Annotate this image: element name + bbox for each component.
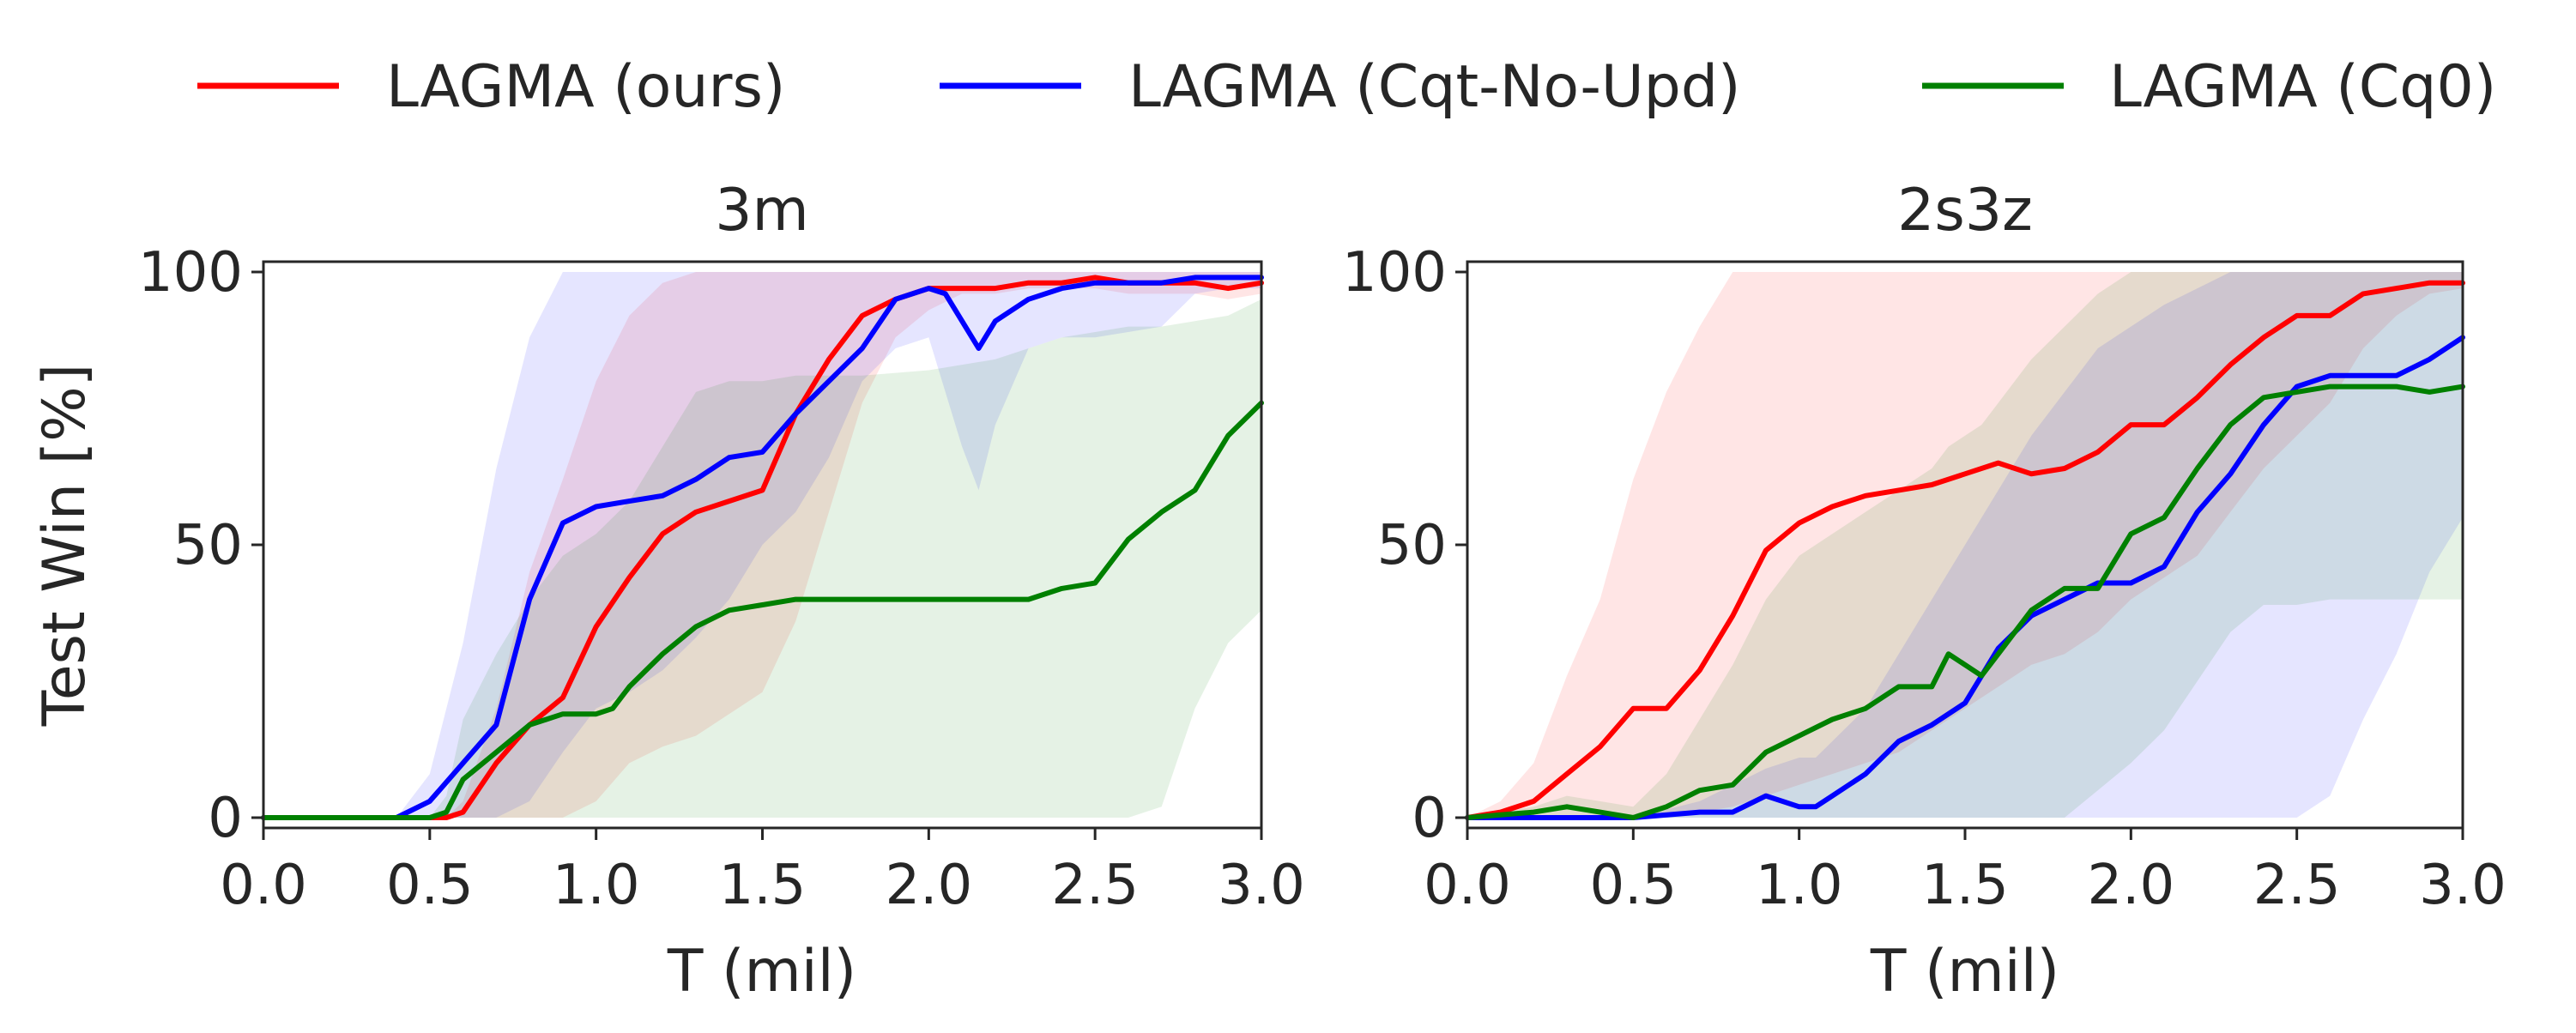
y-tick-label-2s3z-1: 50 bbox=[1377, 514, 1447, 577]
x-tick-label-3m-2: 1.0 bbox=[553, 854, 640, 917]
legend-entry-ours: LAGMA (ours) bbox=[197, 53, 785, 121]
legend-label-ours: LAGMA (ours) bbox=[386, 53, 785, 121]
series-line-2s3z-2 bbox=[1465, 384, 2465, 820]
x-tick-label-3m-6: 3.0 bbox=[1218, 854, 1305, 917]
legend: LAGMA (ours) LAGMA (Cqt-No-Upd) LAGMA (C… bbox=[197, 53, 2496, 121]
y-tick-label-3m-1: 50 bbox=[173, 514, 243, 577]
band-3m-1 bbox=[263, 272, 1261, 818]
series-line-3m-1 bbox=[261, 275, 1264, 820]
y-tick-label-2s3z-2: 100 bbox=[1342, 241, 1447, 305]
panel-2s3z: 2s3z T (mil) 0.0 0.5 1.0 1.5 2.0 2.5 3.0 0 50 100 bbox=[1342, 177, 2506, 1006]
panel-title-3m: 3m bbox=[715, 177, 809, 245]
series-line-2s3z-1 bbox=[1465, 335, 2465, 820]
legend-label-cqt: LAGMA (Cqt-No-Upd) bbox=[1128, 53, 1741, 121]
x-tick-label-2s3z-0: 0.0 bbox=[1424, 854, 1511, 917]
x-tick-label-2s3z-1: 0.5 bbox=[1589, 854, 1677, 917]
x-tick-label-2s3z-6: 3.0 bbox=[2419, 854, 2506, 917]
band-2s3z-0 bbox=[1467, 272, 2463, 818]
legend-entry-cqt: LAGMA (Cqt-No-Upd) bbox=[940, 53, 1741, 121]
band-3m-2 bbox=[263, 299, 1261, 818]
x-tick-label-2s3z-4: 2.0 bbox=[2087, 854, 2174, 917]
y-tick-label-3m-0: 0 bbox=[208, 787, 243, 850]
plot-area-3m: 0.0 0.5 1.0 1.5 2.0 2.5 3.0 0 50 100 bbox=[138, 241, 1305, 917]
x-tick-label-3m-5: 2.5 bbox=[1051, 854, 1139, 917]
band-3m-0 bbox=[263, 272, 1261, 818]
legend-entry-cq0: LAGMA (Cq0) bbox=[1922, 53, 2496, 121]
y-tick-label-3m-2: 100 bbox=[138, 241, 243, 305]
panel-title-2s3z: 2s3z bbox=[1897, 177, 2033, 245]
x-tick-label-3m-3: 1.5 bbox=[719, 854, 807, 917]
x-tick-label-3m-1: 0.5 bbox=[386, 854, 474, 917]
band-2s3z-1 bbox=[1467, 272, 2463, 818]
legend-label-cq0: LAGMA (Cq0) bbox=[2109, 53, 2496, 121]
y-axis-title: Test Win [%] bbox=[31, 364, 99, 728]
x-tick-label-2s3z-2: 1.0 bbox=[1756, 854, 1843, 917]
y-tick-label-2s3z-0: 0 bbox=[1412, 787, 1447, 850]
series-line-2s3z-0 bbox=[1465, 280, 2465, 820]
band-2s3z-2 bbox=[1467, 272, 2463, 818]
x-tick-label-2s3z-3: 1.5 bbox=[1921, 854, 2009, 917]
x-tick-label-2s3z-5: 2.5 bbox=[2253, 854, 2341, 917]
series-line-3m-2 bbox=[261, 400, 1264, 820]
x-axis-title-2s3z: T (mil) bbox=[1870, 938, 2059, 1006]
plot-area-2s3z: 0.0 0.5 1.0 1.5 2.0 2.5 3.0 0 50 100 bbox=[1342, 241, 2506, 917]
panel-3m: 3m Test Win [%] T (mil) 0.0 0.5 1.0 1.5 2.0 2… bbox=[31, 177, 1305, 1006]
x-tick-label-3m-4: 2.0 bbox=[885, 854, 972, 917]
x-axis-title-3m: T (mil) bbox=[667, 938, 856, 1006]
x-tick-label-3m-0: 0.0 bbox=[220, 854, 307, 917]
